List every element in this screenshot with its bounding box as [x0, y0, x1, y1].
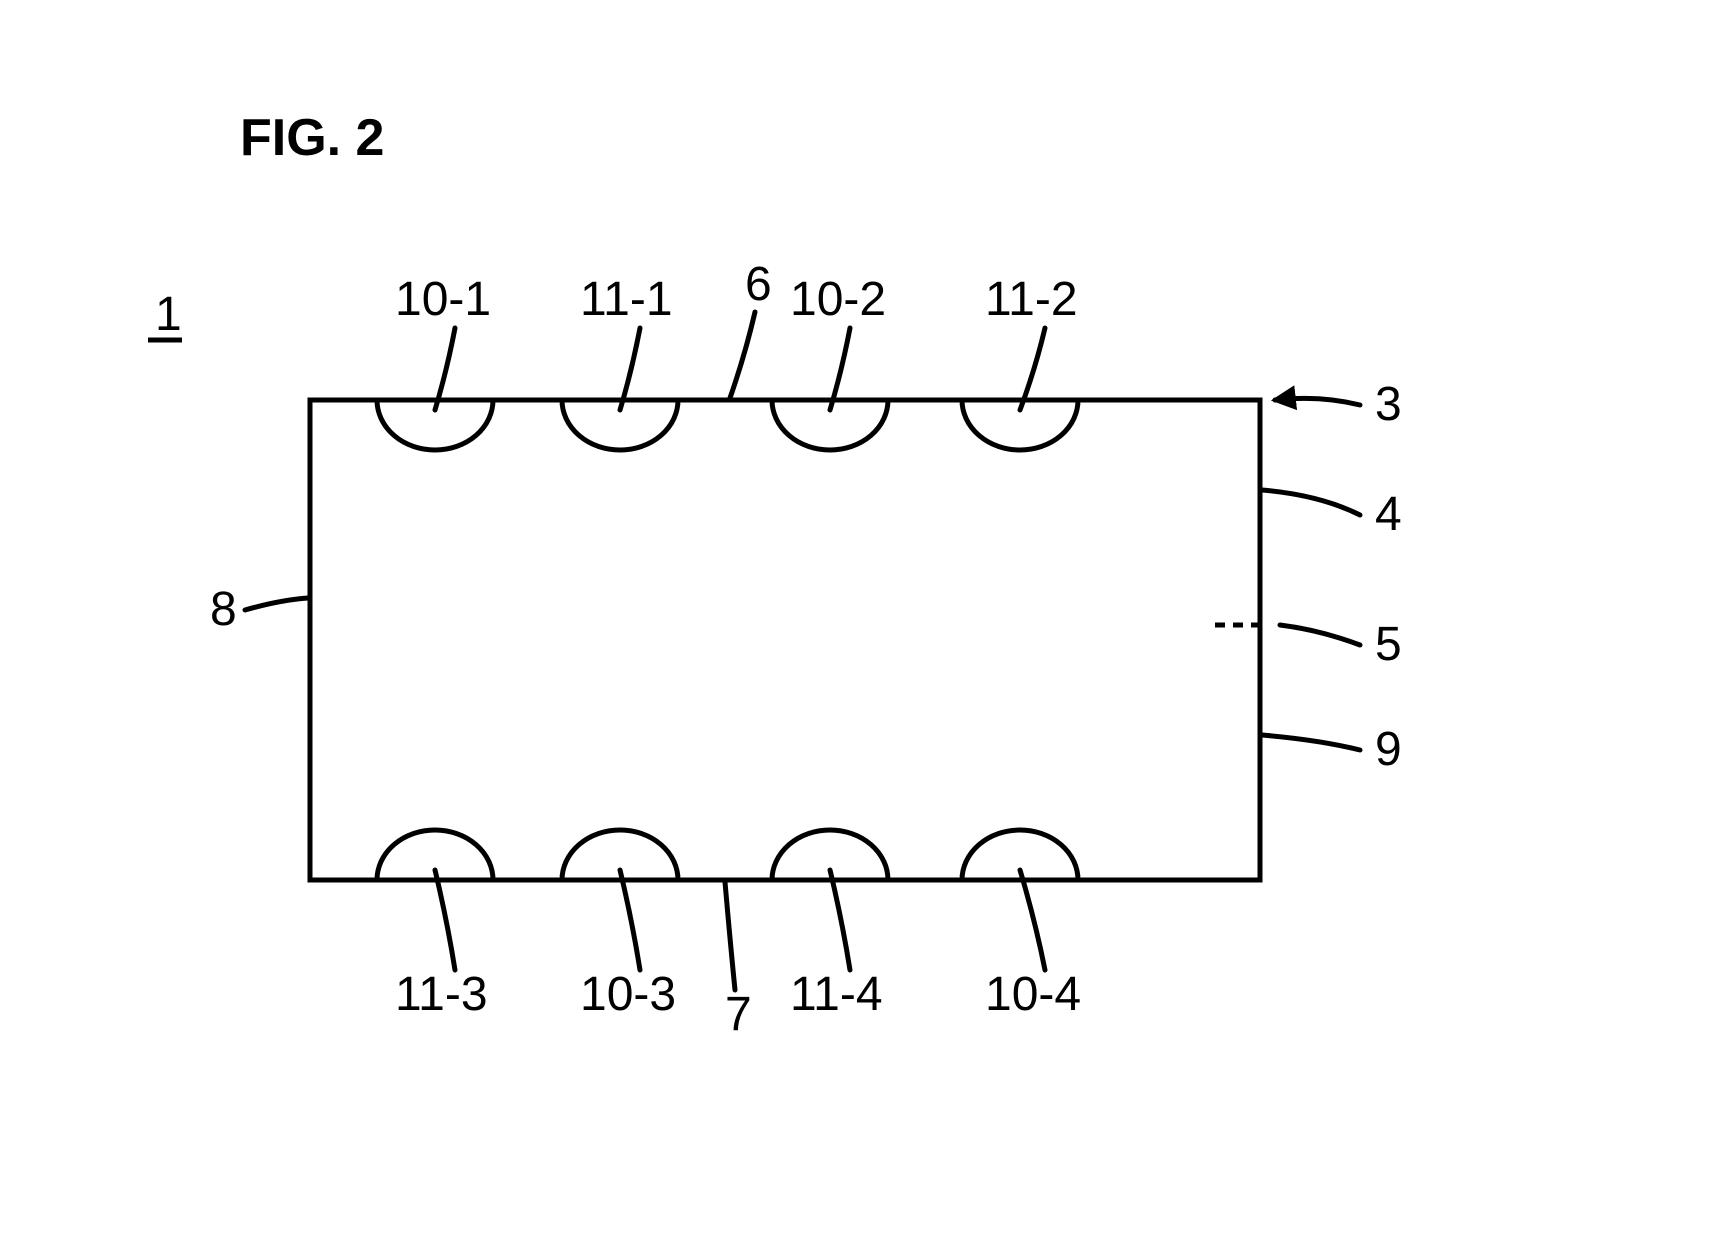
callout-label: 8: [210, 583, 237, 636]
leader-line: [620, 870, 640, 970]
callout-label: 3: [1375, 378, 1402, 431]
leader-line: [830, 870, 850, 970]
package-body-rect: [310, 400, 1260, 880]
leader-line: [1020, 870, 1045, 970]
callout-label: 7: [725, 988, 752, 1041]
callout-label: 10-3: [580, 968, 676, 1021]
callout-label: 10-2: [790, 273, 886, 326]
leader-line: [245, 598, 308, 610]
callout-label: 11-2: [985, 273, 1078, 326]
leader-line: [1262, 735, 1360, 750]
callout-label: 6: [745, 258, 772, 311]
leader-line: [1275, 398, 1360, 405]
callout-label: 11-4: [790, 968, 883, 1021]
patent-figure-diagram: FIG. 2 1 10-1 11-1 6 10-2 11-2 11-3 10-3 7 11-4 10-…: [0, 0, 1723, 1236]
callout-label: 4: [1375, 488, 1402, 541]
leader-line: [435, 870, 455, 970]
callout-label: 10-4: [985, 968, 1081, 1021]
leader-line: [730, 312, 755, 398]
callout-label: 11-1: [580, 273, 673, 326]
callout-label: 11-3: [395, 968, 488, 1021]
leader-line: [1280, 625, 1360, 645]
figure-title: FIG. 2: [240, 109, 384, 167]
leader-line: [1262, 490, 1360, 515]
callout-label: 9: [1375, 723, 1402, 776]
callout-label: 10-1: [395, 273, 491, 326]
assembly-ref-label: 1: [155, 288, 182, 341]
callout-label: 5: [1375, 618, 1402, 671]
leader-line: [725, 882, 735, 990]
